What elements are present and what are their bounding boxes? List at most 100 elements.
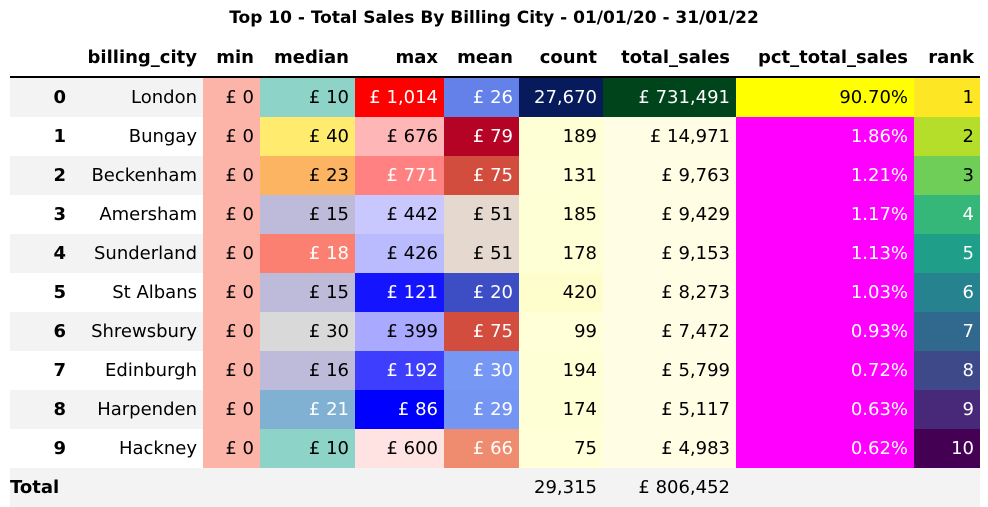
cell-count: 178 <box>519 234 603 273</box>
cell-rank: 7 <box>914 312 980 351</box>
cell-median: £ 10 <box>260 429 355 468</box>
cell-count: 75 <box>519 429 603 468</box>
cell-mean: £ 51 <box>444 234 519 273</box>
row-index: 2 <box>10 156 72 195</box>
header-count[interactable]: count <box>519 39 603 78</box>
cell-median: £ 15 <box>260 195 355 234</box>
totals-empty-min <box>203 468 260 507</box>
table-row: 1 Bungay £ 0 £ 40 £ 676 £ 79 189 £ 14,97… <box>10 117 980 156</box>
cell-total-sales: £ 5,117 <box>603 390 736 429</box>
table-title: Top 10 - Total Sales By Billing City - 0… <box>229 8 759 28</box>
cell-median: £ 18 <box>260 234 355 273</box>
cell-count: 185 <box>519 195 603 234</box>
cell-total-sales: £ 731,491 <box>603 77 736 117</box>
cell-median: £ 23 <box>260 156 355 195</box>
cell-min: £ 0 <box>203 351 260 390</box>
header-billing-city[interactable]: billing_city <box>72 39 203 78</box>
cell-rank: 6 <box>914 273 980 312</box>
cell-median: £ 30 <box>260 312 355 351</box>
cell-median: £ 15 <box>260 273 355 312</box>
cell-count: 131 <box>519 156 603 195</box>
cell-total-sales: £ 9,153 <box>603 234 736 273</box>
row-index: 9 <box>53 438 66 459</box>
cell-rank: 4 <box>914 195 980 234</box>
cell-max: £ 86 <box>355 390 444 429</box>
cell-median: £ 40 <box>260 117 355 156</box>
cell-max: £ 442 <box>355 195 444 234</box>
cell-pct-total-sales: 1.17% <box>736 195 914 234</box>
totals-count: 29,315 <box>519 468 603 507</box>
cell-billing-city: Beckenham <box>72 156 203 195</box>
cell-max: £ 600 <box>355 429 444 468</box>
cell-mean: £ 75 <box>444 156 519 195</box>
cell-count: 99 <box>519 312 603 351</box>
cell-median: £ 16 <box>260 351 355 390</box>
table-row: 2 Beckenham £ 0 £ 23 £ 771 £ 75 131 £ 9,… <box>10 156 980 195</box>
row-index: 6 <box>10 312 72 351</box>
cell-rank: 2 <box>914 117 980 156</box>
cell-pct-total-sales: 1.13% <box>736 234 914 273</box>
table-row: 0 London £ 0 £ 10 £ 1,014 £ 26 27,670 £ … <box>10 77 980 117</box>
header-index[interactable] <box>10 39 72 78</box>
sales-table: billing_city min median max mean count t… <box>10 39 980 507</box>
totals-empty-median <box>260 468 355 507</box>
cell-pct-total-sales: 0.72% <box>736 351 914 390</box>
cell-max: £ 426 <box>355 234 444 273</box>
totals-empty-max <box>355 468 444 507</box>
cell-billing-city: Sunderland <box>72 234 203 273</box>
row-index: 1 <box>53 126 66 147</box>
cell-min: £ 0 <box>203 117 260 156</box>
totals-label: Total <box>10 468 72 507</box>
cell-total-sales: £ 8,273 <box>603 273 736 312</box>
cell-max: £ 1,014 <box>355 77 444 117</box>
cell-min: £ 0 <box>203 429 260 468</box>
cell-mean: £ 75 <box>444 312 519 351</box>
cell-count: 189 <box>519 117 603 156</box>
cell-median: £ 21 <box>260 390 355 429</box>
cell-max: £ 192 <box>355 351 444 390</box>
cell-mean: £ 66 <box>444 429 519 468</box>
table-row: 9 Hackney £ 0 £ 10 £ 600 £ 66 75 £ 4,983… <box>10 429 980 468</box>
cell-max: £ 121 <box>355 273 444 312</box>
cell-min: £ 0 <box>203 312 260 351</box>
totals-empty-rank <box>914 468 980 507</box>
header-max[interactable]: max <box>355 39 444 78</box>
row-index: 3 <box>53 204 66 225</box>
cell-min: £ 0 <box>203 273 260 312</box>
cell-median: £ 10 <box>260 77 355 117</box>
cell-count: 174 <box>519 390 603 429</box>
cell-rank: 3 <box>914 156 980 195</box>
header-pct-total-sales[interactable]: pct_total_sales <box>736 39 914 78</box>
cell-billing-city: Bungay <box>128 126 197 147</box>
cell-rank: 10 <box>914 429 980 468</box>
cell-pct-total-sales: 1.03% <box>736 273 914 312</box>
cell-total-sales: £ 7,472 <box>603 312 736 351</box>
table-row: 3 Amersham £ 0 £ 15 £ 442 £ 51 185 £ 9,4… <box>10 195 980 234</box>
cell-mean: £ 26 <box>444 77 519 117</box>
header-min[interactable]: min <box>203 39 260 78</box>
cell-billing-city: Shrewsbury <box>72 312 203 351</box>
totals-total-sales: £ 806,452 <box>603 468 736 507</box>
cell-mean: £ 51 <box>444 195 519 234</box>
cell-min: £ 0 <box>203 77 260 117</box>
header-total-sales[interactable]: total_sales <box>603 39 736 78</box>
cell-max: £ 771 <box>355 156 444 195</box>
cell-pct-total-sales: 90.70% <box>736 77 914 117</box>
header-median[interactable]: median <box>260 39 355 78</box>
table-row: 7 Edinburgh £ 0 £ 16 £ 192 £ 30 194 £ 5,… <box>10 351 980 390</box>
totals-empty-city <box>72 468 203 507</box>
totals-empty-pct <box>736 468 914 507</box>
cell-billing-city: Edinburgh <box>105 360 197 381</box>
header-mean[interactable]: mean <box>444 39 519 78</box>
cell-min: £ 0 <box>203 195 260 234</box>
cell-max: £ 676 <box>355 117 444 156</box>
cell-total-sales: £ 14,971 <box>603 117 736 156</box>
cell-billing-city: Amersham <box>99 204 197 225</box>
row-index: 5 <box>53 282 66 303</box>
header-rank[interactable]: rank <box>914 39 980 78</box>
cell-billing-city: Hackney <box>118 438 197 459</box>
table-row: 6 Shrewsbury £ 0 £ 30 £ 399 £ 75 99 £ 7,… <box>10 312 980 351</box>
totals-row: Total 29,315 £ 806,452 <box>10 468 980 507</box>
cell-rank: 9 <box>914 390 980 429</box>
row-index: 8 <box>10 390 72 429</box>
